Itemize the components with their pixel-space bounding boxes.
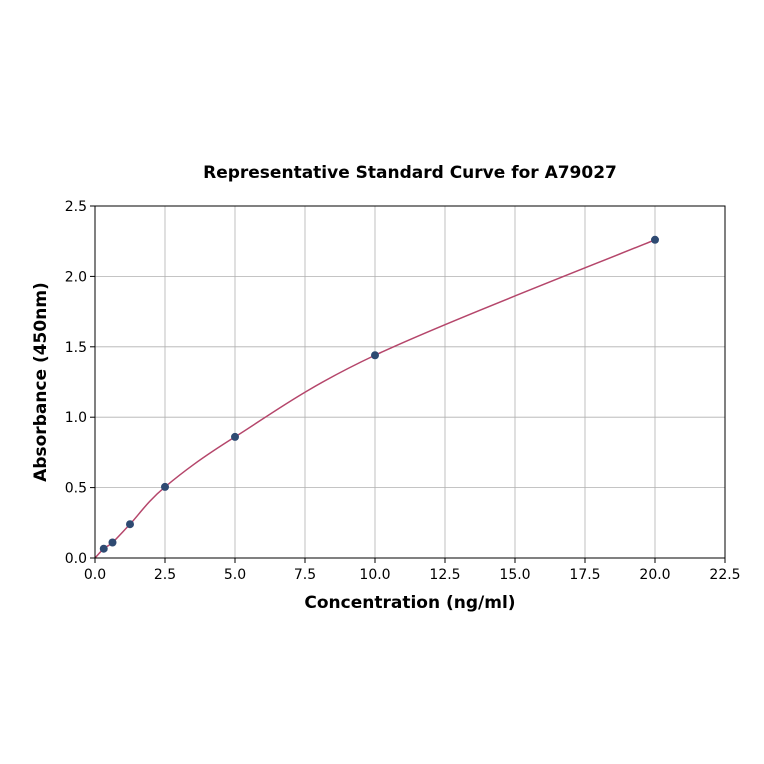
fit-curve bbox=[94, 239, 656, 559]
x-tick-label: 5.0 bbox=[224, 567, 246, 583]
y-tick-label: 2.5 bbox=[65, 199, 87, 215]
data-point bbox=[99, 544, 108, 553]
x-tick-label: 12.5 bbox=[429, 567, 460, 583]
y-tick-label: 1.5 bbox=[65, 340, 87, 356]
data-point bbox=[371, 351, 379, 360]
y-tick-label: 0.0 bbox=[65, 551, 87, 567]
y-tick-label: 2.0 bbox=[65, 269, 87, 285]
y-axis-label: Absorbance (450nm) bbox=[31, 282, 51, 482]
data-point bbox=[651, 235, 659, 244]
x-tick-label: 7.5 bbox=[294, 567, 316, 583]
data-point bbox=[108, 538, 117, 547]
x-tick-label: 15.0 bbox=[499, 567, 530, 583]
x-tick-label: 2.5 bbox=[154, 567, 176, 583]
data-point bbox=[126, 520, 134, 529]
data-point bbox=[161, 482, 169, 491]
y-tick-label: 0.5 bbox=[65, 481, 87, 497]
y-tick-label: 1.0 bbox=[65, 410, 87, 426]
x-axis-label: Concentration (ng/ml) bbox=[304, 593, 515, 613]
data-point bbox=[231, 432, 239, 441]
plot-frame bbox=[94, 205, 726, 559]
x-tick-label: 22.5 bbox=[709, 567, 740, 583]
x-tick-label: 10.0 bbox=[359, 567, 390, 583]
x-tick-label: 17.5 bbox=[569, 567, 600, 583]
chart-title: Representative Standard Curve for A79027 bbox=[203, 163, 617, 183]
x-tick-label: 0.0 bbox=[84, 567, 106, 583]
x-tick-label: 20.0 bbox=[639, 567, 670, 583]
